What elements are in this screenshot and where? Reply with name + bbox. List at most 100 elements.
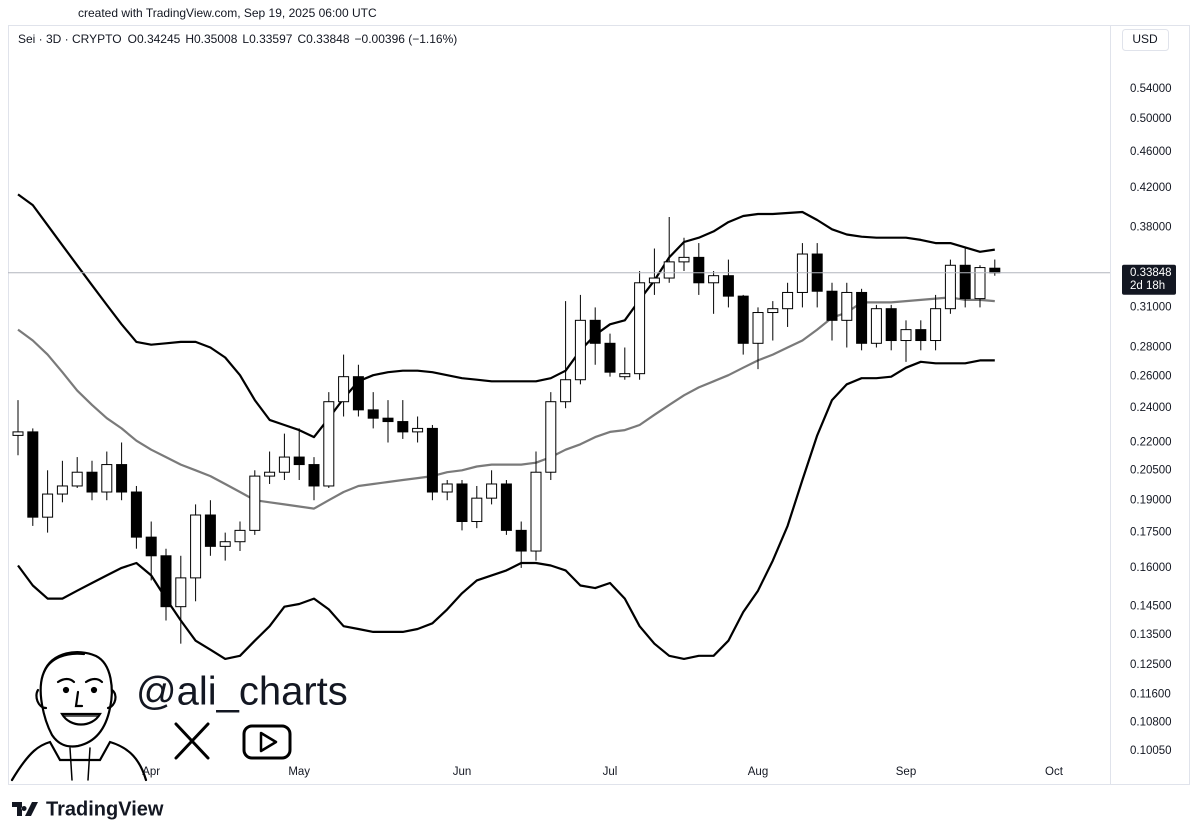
candle-body (515, 529, 527, 552)
candle-body (604, 342, 616, 373)
y-tick-label: 0.17500 (1130, 527, 1172, 539)
candle-body (530, 471, 542, 552)
candle-body (234, 529, 246, 543)
y-tick-label: 0.16000 (1130, 562, 1172, 574)
y-tick-label: 0.42000 (1130, 182, 1172, 194)
candle-body (293, 456, 305, 466)
candle-body (367, 409, 379, 419)
brand: TradingView (46, 798, 164, 820)
y-tick-label: 0.10800 (1130, 717, 1172, 729)
candle-body (737, 295, 749, 344)
candle-body (426, 427, 438, 493)
last-price-label: 0.33848 (1130, 267, 1172, 279)
y-tick-label: 0.50000 (1130, 113, 1172, 125)
x-tick-label: Apr (142, 766, 160, 778)
currency-box[interactable] (1122, 29, 1169, 51)
candle-body (870, 308, 882, 344)
symbol-legend: Sei · 3D · CRYPTO O0.34245 H0.35008 L0.3359… (18, 32, 457, 46)
candle-body (663, 261, 675, 279)
candle-body (722, 275, 734, 297)
candle-body (338, 376, 350, 403)
currency[interactable]: USD (1132, 32, 1158, 46)
candle-body (412, 427, 424, 433)
candle-body (175, 577, 187, 608)
y-tick-label: 0.54000 (1130, 83, 1172, 95)
candle-body (116, 464, 128, 493)
y-tick-label: 0.28000 (1130, 342, 1172, 354)
candle-body (900, 329, 912, 342)
candle-body (441, 483, 453, 493)
candle-body (264, 471, 276, 477)
candle-body (885, 308, 897, 342)
candle-body (382, 417, 394, 423)
candle-body (693, 256, 705, 284)
x-tick-label: Jul (603, 766, 618, 778)
y-tick-label: 0.12500 (1130, 659, 1172, 671)
youtube-icon (242, 724, 292, 760)
countdown: 2d 18h (1130, 280, 1165, 292)
high-value: 0.35008 (194, 32, 238, 46)
y-tick-label: 0.10050 (1130, 745, 1172, 757)
y-tick-label: 0.38000 (1130, 221, 1172, 233)
y-tick-label: 0.13500 (1130, 629, 1172, 641)
symbol: Sei · 3D · CRYPTO (18, 32, 122, 46)
y-tick-label: 0.22000 (1130, 437, 1172, 449)
candle-body (397, 421, 409, 433)
open-value: 0.34245 (137, 32, 181, 46)
candle-body (634, 282, 646, 375)
candle-body (648, 277, 660, 284)
y-tick-label: 0.24000 (1130, 402, 1172, 414)
candle-body (190, 514, 202, 579)
candle-body (145, 536, 157, 557)
close-value: 0.33848 (306, 32, 350, 46)
x-tick-label: Jun (453, 766, 472, 778)
candle-body (589, 319, 601, 344)
avatar (10, 651, 148, 782)
candle-body (959, 264, 971, 300)
candle-body (841, 291, 853, 321)
candle-body (752, 312, 764, 344)
candle-body (42, 493, 54, 518)
created-note: created with TradingView.com, Sep 19, 20… (78, 6, 377, 20)
candle-body (27, 431, 39, 518)
candle-body (619, 373, 631, 378)
x-tick-label: Sep (896, 766, 916, 778)
candle-body (130, 491, 142, 538)
y-tick-label: 0.19000 (1130, 494, 1172, 506)
x-tick-label: Oct (1045, 766, 1064, 778)
candle-body (826, 290, 838, 321)
candle-body (308, 464, 320, 487)
candle-body (56, 485, 68, 495)
candle-body (71, 471, 83, 487)
close-label: C (297, 32, 306, 46)
candle-body (560, 379, 572, 403)
candle-body (915, 329, 927, 342)
last-price-box (1122, 264, 1176, 295)
candle-body (249, 475, 261, 531)
candle-body (204, 514, 216, 547)
candle-body (456, 483, 468, 523)
y-tick-label: 0.14500 (1130, 601, 1172, 613)
candle-body (278, 456, 290, 473)
candle-body (944, 264, 956, 310)
candle-body (86, 471, 98, 493)
open-label: O (128, 32, 137, 46)
candle-body (12, 431, 24, 436)
y-tick-label: 0.31000 (1130, 301, 1172, 313)
candle-body (782, 291, 794, 310)
y-tick-label: 0.20500 (1130, 464, 1172, 476)
candle-body (989, 267, 1001, 274)
candle-body (352, 376, 364, 411)
candle-body (678, 256, 690, 263)
chart-frame (8, 25, 1190, 785)
plot: 0.54000 0.50000 0.46000 0.42000 0.38000 0.310… (8, 83, 1176, 778)
candle-body (767, 308, 779, 314)
candle-body (500, 483, 512, 531)
candle-body (486, 483, 498, 499)
change: −0.00396 (−1.16%) (355, 32, 458, 46)
y-tick-label: 0.11600 (1130, 689, 1171, 701)
candle-body (930, 308, 942, 342)
high-label: H (185, 32, 194, 46)
